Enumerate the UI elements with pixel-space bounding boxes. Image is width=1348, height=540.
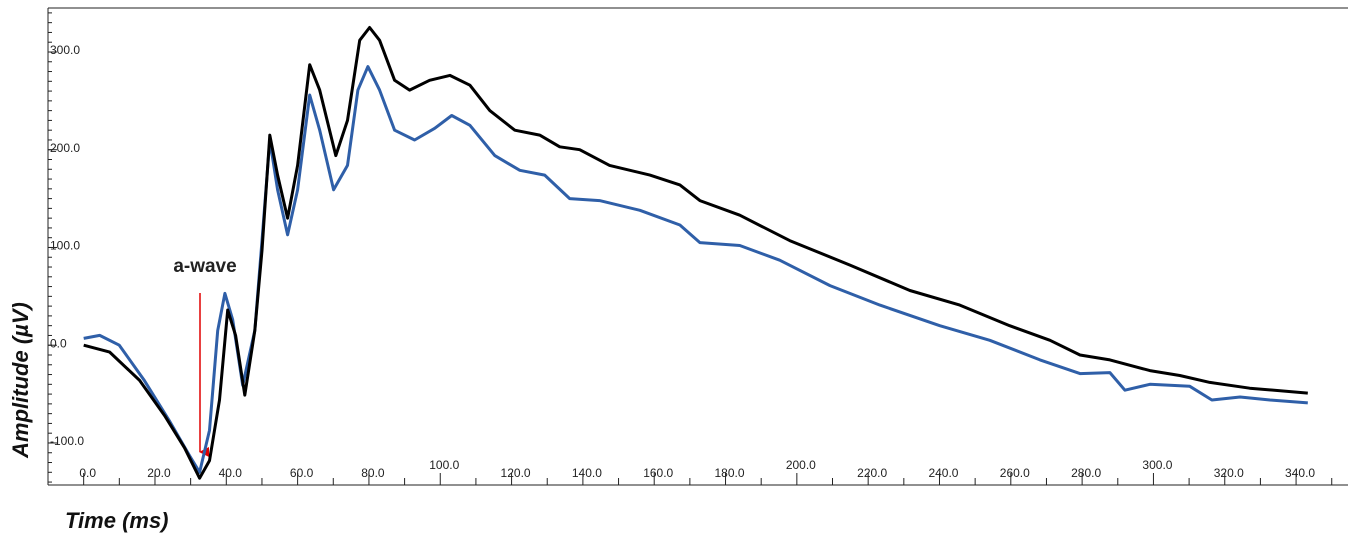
x-tick-label: 180.0 bbox=[715, 466, 745, 480]
x-tick-label: 320.0 bbox=[1214, 466, 1244, 480]
x-tick-label: 160.0 bbox=[643, 466, 673, 480]
x-tick-label: 220.0 bbox=[857, 466, 887, 480]
x-tick-label: 200.0 bbox=[786, 458, 816, 472]
data-line bbox=[83, 65, 1308, 474]
x-tick-label: 20.0 bbox=[147, 466, 171, 480]
annotation: a-wave bbox=[173, 256, 236, 277]
x-tick-label: 100.0 bbox=[429, 458, 459, 472]
y-axis-title: Amplitude (µV) bbox=[8, 302, 33, 459]
x-tick-label: 80.0 bbox=[361, 466, 385, 480]
x-tick-label: 340.0 bbox=[1285, 466, 1315, 480]
x-tick-label: 140.0 bbox=[572, 466, 602, 480]
x-tick-label: 120.0 bbox=[501, 466, 531, 480]
y-tick-label: 0.0 bbox=[50, 336, 67, 350]
y-tick-label: -100.0 bbox=[50, 434, 84, 448]
data-line bbox=[83, 26, 1308, 480]
x-tick-label: 60.0 bbox=[290, 466, 314, 480]
x-tick-label: 280.0 bbox=[1071, 466, 1101, 480]
y-tick-label: 100.0 bbox=[50, 239, 80, 253]
y-tick-label: 200.0 bbox=[50, 141, 80, 155]
x-tick-label: 240.0 bbox=[928, 466, 958, 480]
x-tick-label: 0.0 bbox=[79, 466, 96, 480]
x-tick-label: 300.0 bbox=[1142, 458, 1172, 472]
y-tick-label: 300.0 bbox=[50, 43, 80, 57]
x-tick-label: 40.0 bbox=[219, 466, 243, 480]
x-axis-title: Time (ms) bbox=[65, 508, 169, 533]
x-tick-label: 260.0 bbox=[1000, 466, 1030, 480]
